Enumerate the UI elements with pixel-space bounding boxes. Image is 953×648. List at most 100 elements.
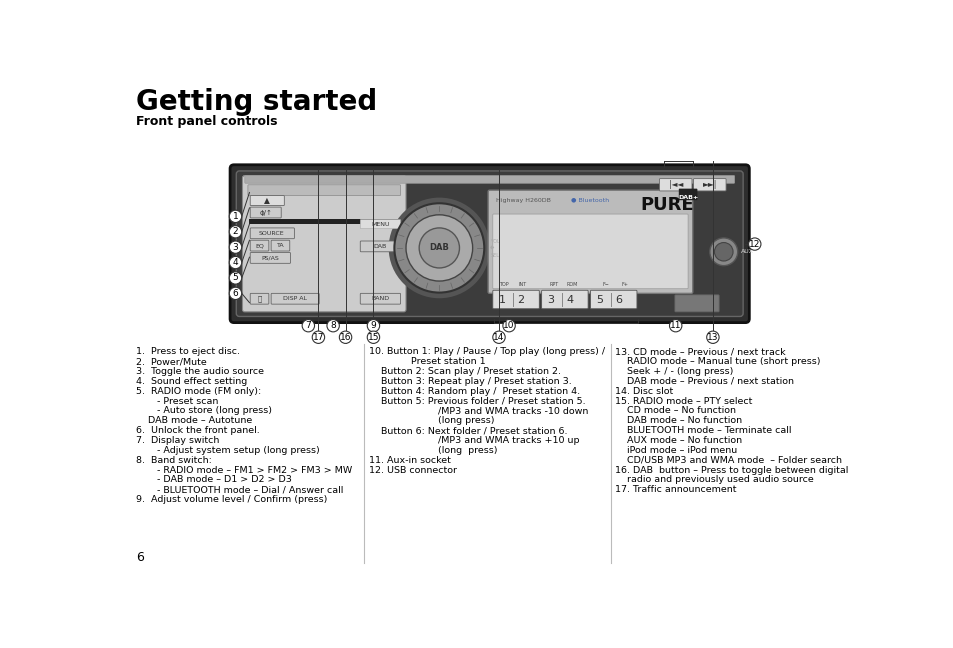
Text: 10. Button 1: Play / Pause / Top play (long press) /: 10. Button 1: Play / Pause / Top play (l…: [369, 347, 604, 356]
Text: AUX mode – No function: AUX mode – No function: [615, 436, 741, 445]
FancyBboxPatch shape: [541, 290, 587, 308]
Text: - RADIO mode – FM1 > FM2 > FM3 > MW: - RADIO mode – FM1 > FM2 > FM3 > MW: [136, 465, 353, 474]
Text: ⚿: ⚿: [257, 295, 261, 302]
Text: RADIO mode – Manual tune (short press): RADIO mode – Manual tune (short press): [615, 357, 820, 366]
FancyBboxPatch shape: [360, 294, 400, 304]
Circle shape: [229, 210, 241, 222]
Text: SEL: SEL: [490, 253, 499, 258]
Circle shape: [327, 319, 339, 332]
Text: ● Bluetooth: ● Bluetooth: [571, 198, 609, 203]
Text: 3: 3: [547, 295, 554, 305]
Text: 7: 7: [305, 321, 311, 330]
FancyBboxPatch shape: [674, 295, 719, 312]
Text: DAB+: DAB+: [678, 195, 698, 200]
Text: (long press): (long press): [369, 416, 494, 425]
Text: 4: 4: [233, 258, 238, 267]
Text: DAB: DAB: [429, 244, 449, 253]
Circle shape: [394, 203, 484, 293]
Text: 2: 2: [233, 227, 238, 237]
Text: 14. Disc slot: 14. Disc slot: [615, 387, 673, 396]
Circle shape: [502, 319, 515, 332]
Text: BLUETOOTH mode – Terminate call: BLUETOOTH mode – Terminate call: [615, 426, 791, 435]
FancyBboxPatch shape: [250, 253, 291, 263]
Text: - BLUETOOTH mode – Dial / Answer call: - BLUETOOTH mode – Dial / Answer call: [136, 485, 343, 494]
Text: 16. DAB  button – Press to toggle between digital: 16. DAB button – Press to toggle between…: [615, 465, 848, 474]
Text: 1.  Press to eject disc.: 1. Press to eject disc.: [136, 347, 240, 356]
FancyBboxPatch shape: [250, 196, 284, 205]
Text: - Preset scan: - Preset scan: [136, 397, 218, 406]
FancyBboxPatch shape: [271, 294, 319, 304]
Text: 11. Aux-in socket: 11. Aux-in socket: [369, 456, 450, 465]
Text: /MP3 and WMA tracks +10 up: /MP3 and WMA tracks +10 up: [369, 436, 578, 445]
Circle shape: [714, 242, 732, 261]
Text: 5: 5: [596, 295, 602, 305]
Circle shape: [706, 331, 719, 343]
Text: 12: 12: [748, 240, 760, 249]
Text: 9.  Adjust volume level / Confirm (press): 9. Adjust volume level / Confirm (press): [136, 495, 327, 504]
Circle shape: [493, 331, 505, 343]
Text: Button 2: Scan play / Preset station 2.: Button 2: Scan play / Preset station 2.: [369, 367, 560, 376]
Text: Button 4: Random play /  Preset station 4.: Button 4: Random play / Preset station 4…: [369, 387, 579, 396]
FancyBboxPatch shape: [250, 228, 294, 238]
Text: 4: 4: [565, 295, 573, 305]
Text: CD mode – No function: CD mode – No function: [615, 406, 736, 415]
Text: Getting started: Getting started: [136, 87, 377, 116]
Text: 15. RADIO mode – PTY select: 15. RADIO mode – PTY select: [615, 397, 752, 406]
Text: 9: 9: [370, 321, 375, 330]
Text: iPod mode – iPod menu: iPod mode – iPod menu: [615, 446, 737, 455]
Text: 17. Traffic announcement: 17. Traffic announcement: [615, 485, 736, 494]
FancyBboxPatch shape: [360, 241, 400, 252]
Text: Preset station 1: Preset station 1: [369, 357, 485, 366]
Text: RPT: RPT: [549, 283, 558, 288]
Text: DAB mode – No function: DAB mode – No function: [615, 416, 741, 425]
Text: AUX: AUX: [740, 249, 753, 254]
Text: 6: 6: [233, 289, 238, 298]
Text: BAND: BAND: [371, 296, 389, 301]
Circle shape: [302, 319, 314, 332]
Text: 1: 1: [498, 295, 505, 305]
Text: F+: F+: [620, 283, 627, 288]
Circle shape: [229, 226, 241, 238]
Text: 3.  Toggle the audio source: 3. Toggle the audio source: [136, 367, 264, 376]
Text: 12. USB connector: 12. USB connector: [369, 465, 456, 474]
FancyBboxPatch shape: [250, 207, 281, 218]
Text: /MP3 and WMA tracks -10 down: /MP3 and WMA tracks -10 down: [369, 406, 588, 415]
Text: 8: 8: [330, 321, 335, 330]
FancyBboxPatch shape: [488, 190, 692, 294]
Text: VOL: VOL: [490, 239, 499, 244]
FancyBboxPatch shape: [360, 220, 400, 229]
Bar: [249, 218, 399, 224]
Text: ▲: ▲: [264, 196, 270, 205]
Text: Button 5: Previous folder / Preset station 5.: Button 5: Previous folder / Preset stati…: [369, 397, 585, 406]
Text: 10: 10: [503, 321, 515, 330]
Circle shape: [229, 257, 241, 269]
Text: ◆: ◆: [490, 246, 495, 250]
Text: 13: 13: [706, 333, 718, 341]
Text: ϕ/↑: ϕ/↑: [259, 209, 272, 216]
Text: 6: 6: [614, 295, 621, 305]
Text: 1: 1: [233, 212, 238, 221]
Text: 17: 17: [313, 333, 324, 341]
Text: DAB: DAB: [374, 244, 387, 249]
Text: TOP: TOP: [498, 283, 508, 288]
Circle shape: [229, 241, 241, 253]
Text: DISP AL: DISP AL: [283, 296, 307, 301]
Text: 16: 16: [339, 333, 351, 341]
FancyBboxPatch shape: [679, 189, 697, 200]
Circle shape: [229, 272, 241, 284]
Circle shape: [406, 215, 472, 281]
Text: 2.  Power/Mute: 2. Power/Mute: [136, 357, 207, 366]
Text: Highway H260DB: Highway H260DB: [496, 198, 550, 203]
Text: - DAB mode – D1 > D2 > D3: - DAB mode – D1 > D2 > D3: [136, 476, 292, 485]
Circle shape: [339, 331, 352, 343]
Text: DAB mode – Previous / next station: DAB mode – Previous / next station: [615, 377, 794, 386]
Text: Button 6: Next folder / Preset station 6.: Button 6: Next folder / Preset station 6…: [369, 426, 567, 435]
Text: 14: 14: [493, 333, 504, 341]
Text: 5: 5: [233, 273, 238, 283]
Text: radio and previously used audio source: radio and previously used audio source: [615, 476, 813, 485]
Circle shape: [748, 238, 760, 250]
Text: F−: F−: [602, 283, 609, 288]
Text: 13. CD mode – Previous / next track: 13. CD mode – Previous / next track: [615, 347, 785, 356]
Text: 11: 11: [669, 321, 680, 330]
Text: - Auto store (long press): - Auto store (long press): [136, 406, 272, 415]
